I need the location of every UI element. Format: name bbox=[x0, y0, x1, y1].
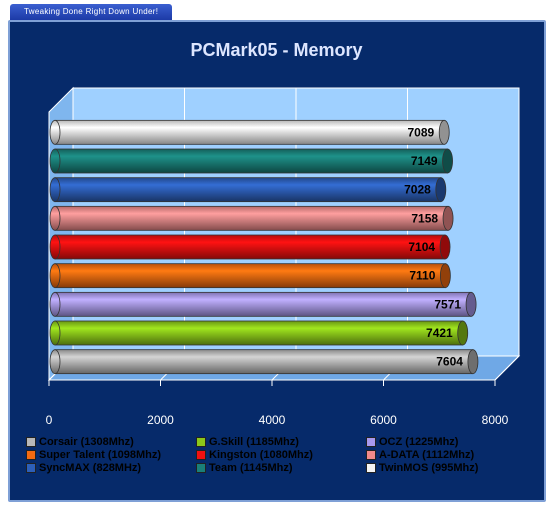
bar-value-label: 7028 bbox=[404, 183, 431, 197]
bar-start-cap bbox=[49, 291, 61, 317]
bar-start-cap bbox=[49, 263, 61, 289]
bar-end-cap bbox=[438, 119, 450, 145]
bar-value-label: 7110 bbox=[409, 269, 435, 283]
legend-swatch bbox=[26, 450, 36, 460]
bar-value-label: 7104 bbox=[408, 240, 435, 254]
bar: 7571 bbox=[49, 291, 477, 317]
bar-end-cap bbox=[435, 177, 447, 203]
bar-body bbox=[54, 320, 464, 346]
bar-start-cap bbox=[49, 349, 61, 375]
legend-swatch bbox=[26, 437, 36, 447]
bar-start-cap bbox=[49, 119, 61, 145]
legend-label: OCZ (1225Mhz) bbox=[379, 436, 459, 448]
bar: 7604 bbox=[49, 349, 479, 375]
legend-label: A-DATA (1112Mhz) bbox=[379, 449, 475, 461]
bar-value-label: 7089 bbox=[408, 125, 435, 139]
x-tick-label: 8000 bbox=[482, 413, 509, 427]
legend-swatch bbox=[196, 463, 206, 473]
site-tagline-tab: Tweaking Done Right Down Under! bbox=[10, 4, 173, 20]
legend-swatch bbox=[366, 437, 376, 447]
legend-label: Team (1145Mhz) bbox=[209, 462, 293, 474]
bar-body bbox=[54, 234, 446, 260]
chart-title: PCMark05 - Memory bbox=[190, 40, 363, 60]
bar-end-cap bbox=[442, 148, 453, 174]
legend-swatch bbox=[196, 437, 206, 447]
legend-label: Kingston (1080Mhz) bbox=[209, 449, 313, 461]
legend-item: G.Skill (1185Mhz) bbox=[196, 436, 299, 448]
x-tick-label: 0 bbox=[46, 413, 53, 427]
grid-line-floor bbox=[494, 355, 520, 381]
bar-end-cap bbox=[439, 234, 451, 260]
bar-value-label: 7149 bbox=[411, 154, 438, 168]
bar-end-cap bbox=[439, 263, 451, 289]
legend-label: G.Skill (1185Mhz) bbox=[209, 436, 299, 448]
bar-end-cap bbox=[465, 291, 477, 317]
legend-item: OCZ (1225Mhz) bbox=[366, 436, 458, 448]
bar-start-cap bbox=[49, 234, 61, 260]
bar-end-cap bbox=[442, 205, 454, 231]
bar-body bbox=[54, 263, 446, 289]
bar-body bbox=[54, 148, 448, 174]
x-tick-label: 6000 bbox=[370, 413, 397, 427]
x-tick-label: 4000 bbox=[259, 413, 286, 427]
legend-swatch bbox=[26, 463, 36, 473]
bar-body bbox=[54, 349, 474, 375]
bar-body bbox=[54, 119, 445, 145]
bar-start-cap bbox=[49, 148, 61, 174]
bar: 7089 bbox=[49, 119, 450, 145]
chart-bars: 7089 7149 7028 7158 7104 7110 7571 7421 7604 bbox=[49, 119, 479, 375]
bar-value-label: 7421 bbox=[426, 326, 453, 340]
legend-item: Super Talent (1098Mhz) bbox=[26, 449, 161, 461]
bar-end-cap bbox=[457, 320, 469, 346]
bar-value-label: 7158 bbox=[411, 211, 438, 225]
legend-swatch bbox=[196, 450, 206, 460]
bar-start-cap bbox=[49, 177, 61, 203]
bar-body bbox=[54, 205, 449, 231]
bar: 7149 bbox=[49, 148, 453, 174]
legend-item: Corsair (1308Mhz) bbox=[26, 436, 134, 448]
legend-item: TwinMOS (995Mhz) bbox=[366, 462, 478, 474]
legend-label: TwinMOS (995Mhz) bbox=[379, 462, 479, 474]
x-tick-label: 2000 bbox=[147, 413, 174, 427]
bar: 7158 bbox=[49, 205, 454, 231]
legend-swatch bbox=[366, 450, 376, 460]
legend-swatch bbox=[366, 463, 376, 473]
bar: 7104 bbox=[49, 234, 451, 260]
legend-item: A-DATA (1112Mhz) bbox=[366, 449, 474, 461]
x-axis-ticks: 0 2000 4000 6000 8000 bbox=[46, 379, 509, 427]
bar: 7028 bbox=[49, 177, 447, 203]
legend-item: Team (1145Mhz) bbox=[196, 462, 293, 474]
legend-item: SyncMAX (828MHz) bbox=[26, 462, 141, 474]
bar-value-label: 7571 bbox=[434, 297, 461, 311]
legend-label: SyncMAX (828MHz) bbox=[39, 462, 142, 474]
legend-label: Corsair (1308Mhz) bbox=[39, 436, 134, 448]
bar-end-cap bbox=[467, 349, 479, 375]
legend-item: Kingston (1080Mhz) bbox=[196, 449, 313, 461]
bar-start-cap bbox=[49, 205, 61, 231]
bar-value-label: 7604 bbox=[436, 355, 463, 369]
bar: 7421 bbox=[49, 320, 469, 346]
bar: 7110 bbox=[49, 263, 451, 289]
chart-legend: Corsair (1308Mhz) G.Skill (1185Mhz) OCZ (1… bbox=[26, 436, 532, 486]
bar-body bbox=[54, 291, 472, 317]
bar-body bbox=[54, 177, 442, 203]
bar-start-cap bbox=[49, 320, 61, 346]
legend-label: Super Talent (1098Mhz) bbox=[39, 449, 162, 461]
